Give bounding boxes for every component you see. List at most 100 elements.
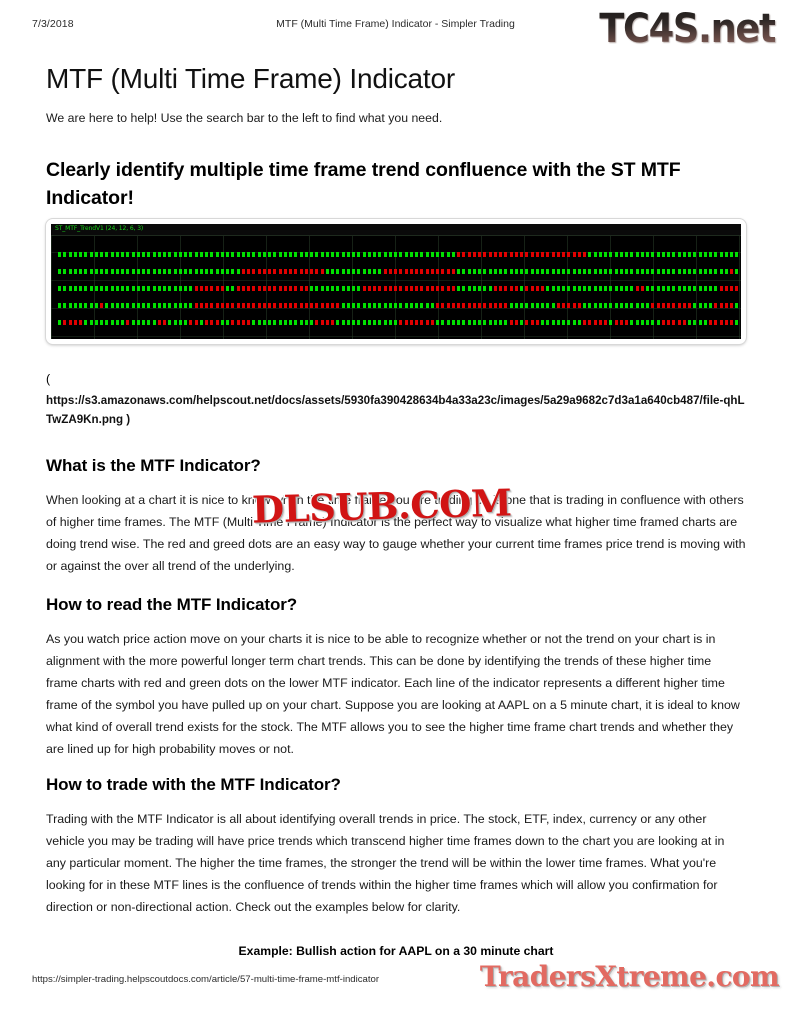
trend-dot bbox=[273, 252, 277, 257]
trend-dot bbox=[73, 252, 77, 257]
trend-dot bbox=[252, 286, 256, 291]
trend-dot bbox=[184, 269, 187, 274]
trend-dot bbox=[514, 252, 518, 257]
trend-dot bbox=[115, 286, 119, 291]
trend-dot bbox=[541, 252, 544, 257]
trend-dot bbox=[567, 269, 571, 274]
trend-dot bbox=[672, 303, 676, 308]
trend-dot bbox=[273, 269, 277, 274]
trend-dot bbox=[651, 286, 655, 291]
chart-indicator-label: ST_MTF_TrendV1 (24, 12, 6, 3) bbox=[55, 225, 144, 232]
trend-dot bbox=[331, 303, 334, 308]
example-caption: Example: Bullish action for AAPL on a 30… bbox=[238, 944, 554, 959]
trend-dot bbox=[320, 269, 324, 274]
trend-dot bbox=[693, 269, 697, 274]
trend-dot bbox=[147, 269, 151, 274]
trend-dot bbox=[262, 286, 266, 291]
trend-dot bbox=[336, 252, 340, 257]
trend-dot bbox=[194, 286, 198, 291]
trend-dot bbox=[247, 269, 250, 274]
trend-dot bbox=[530, 286, 534, 291]
trend-dot bbox=[94, 269, 98, 274]
trend-dot bbox=[105, 269, 109, 274]
trend-dot bbox=[593, 286, 597, 291]
trend-dot bbox=[462, 252, 466, 257]
trend-dot bbox=[425, 252, 429, 257]
trend-dot bbox=[724, 252, 728, 257]
trend-dot bbox=[436, 286, 439, 291]
trend-dot bbox=[205, 286, 208, 291]
trend-dot bbox=[163, 252, 166, 257]
trend-dot bbox=[614, 269, 618, 274]
trend-dot bbox=[262, 269, 266, 274]
trend-dot bbox=[388, 303, 392, 308]
trend-dot bbox=[373, 320, 376, 325]
trend-dot bbox=[205, 303, 208, 308]
trend-dot bbox=[551, 252, 555, 257]
trend-dot bbox=[252, 303, 256, 308]
trend-dot bbox=[58, 320, 61, 325]
section-how-to-trade: How to trade with the MTF Indicator? Tra… bbox=[46, 775, 746, 958]
tradersxtreme-watermark: TradersXtreme.com bbox=[479, 959, 781, 994]
trend-dot bbox=[504, 269, 508, 274]
trend-dot bbox=[651, 303, 655, 308]
trend-dot bbox=[241, 252, 245, 257]
trend-dot bbox=[299, 320, 303, 325]
trend-dot bbox=[241, 286, 245, 291]
trend-dot bbox=[199, 286, 203, 291]
print-footer: https://simpler-trading.helpscoutdocs.co… bbox=[0, 959, 791, 1006]
trend-dot bbox=[157, 286, 161, 291]
trend-dot bbox=[383, 303, 387, 308]
trend-dot bbox=[100, 286, 103, 291]
trend-dot bbox=[121, 320, 124, 325]
trend-dot bbox=[509, 320, 513, 325]
trend-dot bbox=[142, 252, 145, 257]
trend-dot bbox=[709, 320, 712, 325]
trend-dot bbox=[598, 269, 602, 274]
trend-dot bbox=[399, 286, 403, 291]
trend-dot bbox=[331, 252, 334, 257]
trend-dot bbox=[514, 303, 518, 308]
trend-dot bbox=[115, 303, 119, 308]
trend-dot bbox=[63, 320, 67, 325]
trend-dot bbox=[247, 303, 250, 308]
trend-dot bbox=[714, 252, 718, 257]
trend-dot bbox=[220, 303, 224, 308]
trend-dot bbox=[688, 303, 691, 308]
trend-dot bbox=[709, 269, 712, 274]
trend-dot bbox=[105, 303, 109, 308]
trend-dot bbox=[562, 320, 565, 325]
trend-dot bbox=[672, 286, 676, 291]
trend-dot bbox=[325, 286, 329, 291]
trend-dot bbox=[273, 320, 277, 325]
trend-dot bbox=[89, 303, 93, 308]
trend-dot bbox=[341, 320, 345, 325]
trend-dot bbox=[451, 286, 455, 291]
trend-dot bbox=[84, 303, 88, 308]
trend-dot bbox=[68, 286, 72, 291]
trend-dot bbox=[588, 320, 592, 325]
trend-dot bbox=[693, 303, 697, 308]
trend-dot bbox=[462, 269, 466, 274]
trend-dot bbox=[635, 269, 639, 274]
trend-dot bbox=[100, 303, 103, 308]
trend-dot bbox=[210, 303, 214, 308]
trend-dot bbox=[131, 286, 135, 291]
trend-dot bbox=[94, 303, 98, 308]
trend-dot bbox=[105, 320, 109, 325]
trend-dot bbox=[724, 320, 728, 325]
trend-dot bbox=[147, 303, 151, 308]
trend-dot bbox=[294, 286, 298, 291]
trend-dot bbox=[635, 320, 639, 325]
print-page-title: MTF (Multi Time Frame) Indicator - Simpl… bbox=[276, 18, 515, 30]
trend-dot bbox=[467, 252, 471, 257]
trend-dot bbox=[121, 269, 124, 274]
trend-dot bbox=[278, 303, 282, 308]
trend-dot bbox=[724, 286, 728, 291]
image-source-url: https://s3.amazonaws.com/helpscout.net/d… bbox=[46, 394, 745, 426]
trend-dot bbox=[63, 252, 67, 257]
trend-dot bbox=[215, 303, 219, 308]
trend-dot bbox=[735, 320, 739, 325]
trend-dot bbox=[273, 303, 277, 308]
trend-dot bbox=[719, 286, 723, 291]
